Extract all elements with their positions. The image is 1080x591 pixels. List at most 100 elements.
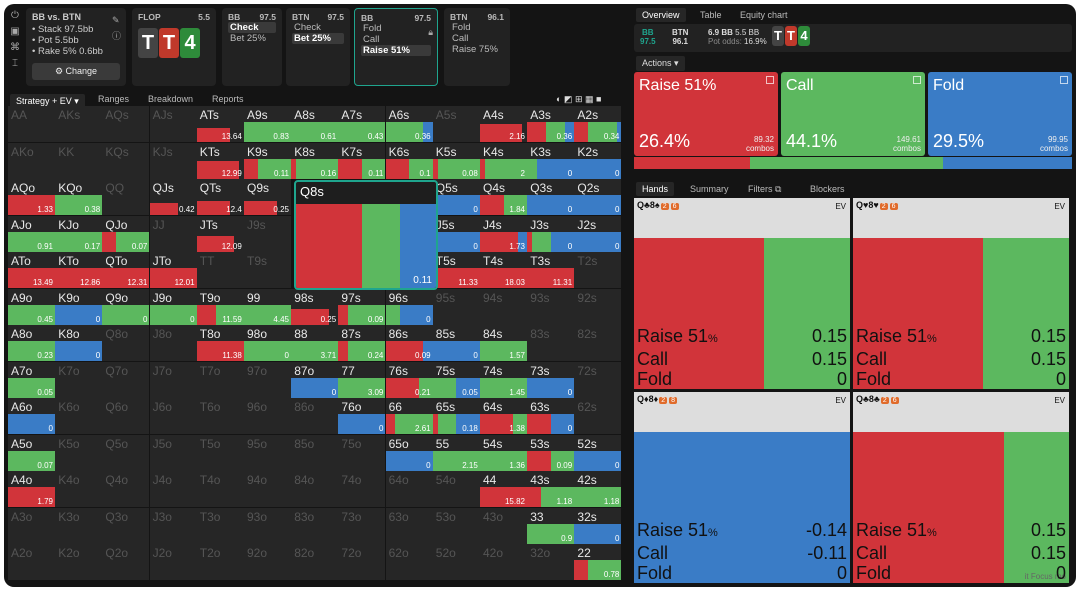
grid-cell[interactable]: K3s 0: [527, 142, 575, 179]
grid-cell[interactable]: 65o 0: [385, 434, 433, 471]
grid-cell[interactable]: 73o: [338, 507, 386, 544]
grid-cell[interactable]: KK: [55, 142, 103, 179]
grid-cell[interactable]: K2o: [55, 544, 103, 580]
grid-cell[interactable]: T2o: [196, 544, 244, 580]
grid-cell[interactable]: T2s: [574, 252, 622, 288]
grid-cell[interactable]: AQo 1.33: [8, 179, 55, 215]
grid-cell[interactable]: 53o: [432, 507, 480, 544]
grid-cell[interactable]: J6o: [149, 398, 197, 434]
grid-cell[interactable]: Q3s 0: [527, 179, 575, 215]
grid-cell[interactable]: AKs: [55, 106, 103, 142]
info-icon[interactable]: ⓘ: [112, 31, 122, 41]
grid-cell[interactable]: 74o: [338, 471, 386, 507]
grid-cell[interactable]: 43o: [480, 507, 527, 544]
grid-cell[interactable]: 82o: [291, 544, 339, 580]
grid-cell[interactable]: K5o: [55, 434, 103, 471]
grid-cell[interactable]: A9s 0.83: [244, 106, 291, 142]
grid-cell[interactable]: 83o: [291, 507, 339, 544]
grid-cell[interactable]: 86o: [291, 398, 339, 434]
grid-cell[interactable]: K7s 0.11: [338, 142, 386, 179]
grid-cell[interactable]: K7o: [55, 361, 103, 398]
grid-cell[interactable]: ATo 13.49: [8, 252, 55, 288]
grid-cell[interactable]: Q3o: [102, 507, 150, 544]
street-4[interactable]: BTN 96.1 Fold Call Raise 75%: [444, 8, 510, 86]
grid-cell[interactable]: 96s 0: [385, 288, 433, 325]
grid-cell[interactable]: JJ: [149, 215, 197, 252]
grid-cell[interactable]: A3s 0.36: [527, 106, 575, 142]
grid-cell[interactable]: KQs: [102, 142, 150, 179]
street-option[interactable]: Bet 25%: [292, 33, 344, 44]
grid-cell[interactable]: A6o 0: [8, 398, 55, 434]
grid-cell[interactable]: JTo 12.01: [149, 252, 197, 288]
grid-cell[interactable]: QTs 12.4: [196, 179, 244, 215]
grid-cell[interactable]: J4o: [149, 471, 197, 507]
street-option[interactable]: Fold: [363, 23, 382, 34]
grid-cell[interactable]: K6o: [55, 398, 103, 434]
grid-cell[interactable]: K8s 0.16: [291, 142, 339, 179]
grid-cell[interactable]: 62o: [385, 544, 433, 580]
street-option[interactable]: Call: [363, 34, 380, 45]
grid-cell[interactable]: AJo 0.91: [8, 215, 55, 252]
grid-cell[interactable]: Q9o 0: [102, 288, 150, 325]
grid-cell[interactable]: QJs 0.42: [149, 179, 197, 215]
grid-cell[interactable]: 22 0.78: [574, 544, 622, 580]
grid-cell[interactable]: 87o 0: [291, 361, 339, 398]
grid-cell[interactable]: K4s 2: [480, 142, 527, 179]
grid-cell[interactable]: 76o 0: [338, 398, 386, 434]
grid-cell[interactable]: AA: [8, 106, 55, 142]
grid-cell[interactable]: AQs: [102, 106, 150, 142]
grid-cell[interactable]: J9o 0: [149, 288, 197, 325]
grid-cell[interactable]: K9o 0: [55, 288, 103, 325]
grid-cell[interactable]: 43s 1.18: [527, 471, 575, 507]
grid-cell[interactable]: K8o 0: [55, 325, 103, 361]
grid-cell[interactable]: T7o: [196, 361, 244, 398]
grid-cell[interactable]: T9o 11.59: [196, 288, 244, 325]
grid-cell[interactable]: 82s: [574, 325, 622, 361]
grid-cell[interactable]: T5o: [196, 434, 244, 471]
expand-icon[interactable]: [766, 76, 774, 84]
grid-cell[interactable]: T5s 11.33: [432, 252, 480, 288]
grid-cell[interactable]: 93o: [244, 507, 291, 544]
grid-cell[interactable]: K5s 0.08: [432, 142, 480, 179]
grid-cell[interactable]: K3o: [55, 507, 103, 544]
tab-equity-chart[interactable]: Equity chart: [740, 10, 788, 20]
lock-icon[interactable]: 🔒︎: [428, 27, 433, 37]
grid-cell[interactable]: 84o: [291, 471, 339, 507]
grid-cell[interactable]: Q7o: [102, 361, 150, 398]
grid-cell[interactable]: A5s: [432, 106, 480, 142]
street-option[interactable]: Bet 25%: [230, 33, 266, 44]
grid-cell[interactable]: 32s 0: [574, 507, 622, 544]
grid-cell[interactable]: J3s 0: [527, 215, 575, 252]
grid-cell[interactable]: J2s 0: [574, 215, 622, 252]
street-option[interactable]: Raise 75%: [452, 44, 498, 55]
grid-cell[interactable]: Q2s 0: [574, 179, 622, 215]
grid-cell[interactable]: T6o: [196, 398, 244, 434]
power-icon[interactable]: ⏻: [11, 10, 19, 21]
grid-cell[interactable]: 32o: [527, 544, 575, 580]
grid-cell[interactable]: A7s 0.43: [338, 106, 386, 142]
tab-table[interactable]: Table: [700, 10, 722, 20]
grid-cell[interactable]: T8o 11.38: [196, 325, 244, 361]
grid-cell[interactable]: 99 4.45: [244, 288, 291, 325]
grid-cell[interactable]: T4s 18.03: [480, 252, 527, 288]
hand-card[interactable]: Q♥8♥ 2 6 EV Raise 51% 0.15 Call 0.15 Fold 0: [853, 198, 1069, 389]
tab-reports[interactable]: Reports: [212, 94, 244, 104]
grid-cell[interactable]: J9s: [244, 215, 291, 252]
grid-cell[interactable]: A4s 2.16: [480, 106, 527, 142]
grid-cell[interactable]: 64s 1.38: [480, 398, 527, 434]
grid-cell[interactable]: 42o: [480, 544, 527, 580]
tab-blockers[interactable]: Blockers: [810, 184, 845, 194]
grid-cell[interactable]: 55 2.15: [432, 434, 480, 471]
grid-cell[interactable]: A2s 0.34: [574, 106, 622, 142]
grid-cell[interactable]: 96o: [244, 398, 291, 434]
grid-cell[interactable]: K2s 0: [574, 142, 622, 179]
grid-cell[interactable]: 33 0.9: [527, 507, 575, 544]
grid-cell[interactable]: J8o: [149, 325, 197, 361]
street-option[interactable]: Check: [228, 22, 276, 33]
grid-cell[interactable]: 63o: [385, 507, 433, 544]
grid-cell[interactable]: 92o: [244, 544, 291, 580]
hand-card[interactable]: Q♣8♠ 2 6 EV Raise 51% 0.15 Call 0.15 Fold 0: [634, 198, 850, 389]
grid-cell[interactable]: QTo 12.31: [102, 252, 150, 288]
grid-cell[interactable]: J7o: [149, 361, 197, 398]
tab-strategy-ev[interactable]: Strategy + EV ▾: [10, 94, 85, 109]
